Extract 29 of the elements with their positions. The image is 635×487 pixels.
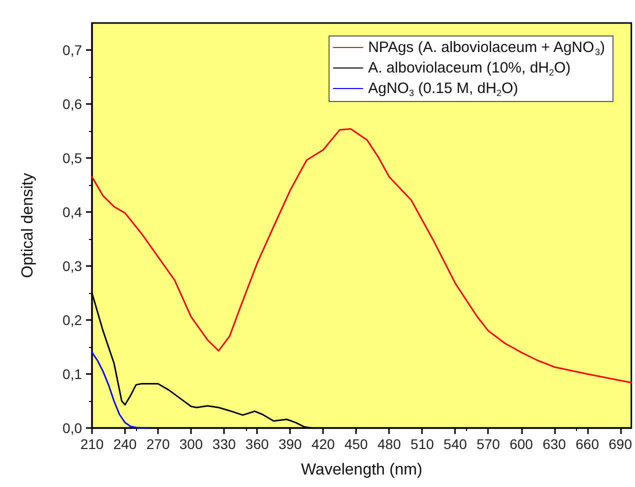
line-series (91, 352, 148, 429)
x-tick-label: 600 (510, 436, 534, 452)
y-tick-label: 0,1 (62, 366, 82, 382)
x-tick-label: 690 (608, 436, 632, 452)
y-tick-label: 0,0 (62, 420, 82, 436)
y-tick-label: 0,2 (62, 312, 82, 328)
x-tick-label: 210 (80, 436, 104, 452)
x-tick-label: 510 (410, 436, 434, 452)
y-axis-title: Optical density (20, 173, 36, 278)
x-tick-label: 450 (344, 436, 368, 452)
y-tick-label: 0,7 (62, 42, 82, 58)
x-tick-label: 540 (444, 436, 468, 452)
x-tick-label: 240 (113, 436, 137, 452)
x-tick-label: 630 (542, 436, 566, 452)
x-tick-label: 480 (378, 436, 402, 452)
y-tick-label: 0,3 (62, 258, 82, 274)
y-tick-label: 0,4 (62, 204, 82, 220)
x-tick-label: 360 (245, 436, 269, 452)
x-tick-label: 390 (278, 436, 302, 452)
x-tick-label: 300 (179, 436, 203, 452)
x-tick-label: 330 (212, 436, 236, 452)
y-tick-label: 0,5 (62, 150, 82, 166)
x-tick-label: 570 (476, 436, 500, 452)
y-tick-label: 0,6 (62, 96, 82, 112)
x-tick-label: 420 (311, 436, 336, 452)
x-tick-label: 270 (146, 436, 170, 452)
line-series (91, 128, 632, 384)
x-tick-label: 660 (576, 436, 600, 452)
x-axis-title: Wavelength (nm) (301, 462, 422, 478)
